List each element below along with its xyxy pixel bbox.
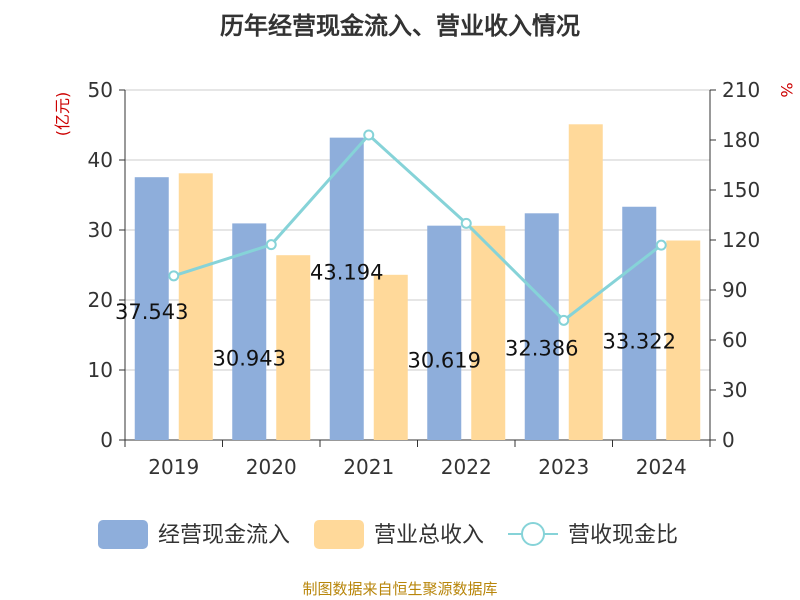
right-tick-label: 60 [722,328,747,352]
right-tick-label: 150 [722,178,760,202]
right-tick-label: 30 [722,378,747,402]
left-tick-label: 10 [88,358,113,382]
bar-cash-inflow [134,177,169,440]
legend-label: 营收现金比 [568,523,678,548]
left-tick-label: 40 [88,148,113,172]
x-tick-label: 2019 [148,455,199,479]
bar-data-label: 33.322 [603,330,676,354]
ratio-point [460,217,472,229]
bar-cash-inflow [427,225,462,440]
right-tick-label: 0 [722,428,735,452]
left-tick-label: 30 [88,218,113,242]
x-tick-label: 2022 [441,455,492,479]
bar-data-label: 37.543 [115,300,188,324]
ratio-point [168,270,180,282]
ratio-point [558,314,570,326]
x-tick-label: 2020 [246,455,297,479]
bar-cash-inflow [232,223,267,440]
bar-cash-inflow [622,206,657,440]
bar-data-label: 30.619 [408,349,481,373]
bar-data-label: 43.194 [310,261,383,285]
left-tick-label: 50 [88,78,113,102]
legend-label: 经营现金流入 [158,523,290,548]
ratio-point [265,239,277,251]
left-tick-label: 0 [100,428,113,452]
x-tick-label: 2023 [538,455,589,479]
bar-revenue [373,274,408,440]
bar-revenue [178,173,213,441]
bar-revenue [471,225,506,440]
bar-data-label: 32.386 [505,336,578,360]
left-tick-label: 20 [88,288,113,312]
x-tick-label: 2024 [636,455,687,479]
right-tick-label: 210 [722,78,760,102]
right-tick-label: 120 [722,228,760,252]
bar-cash-inflow [524,213,559,440]
bar-revenue [568,124,603,441]
bar-revenue [276,255,311,440]
legend-label: 营业总收入 [374,523,484,548]
bar-data-label: 30.943 [213,346,286,370]
ratio-point [655,239,667,251]
legend-marker [521,522,545,546]
chart-title: 历年经营现金流入、营业收入情况 [220,12,580,40]
right-tick-label: 180 [722,128,760,152]
ratio-line [173,132,663,323]
bar-cash-inflow [329,137,364,440]
source-note: 制图数据来自恒生聚源数据库 [302,580,498,598]
right-tick-label: 90 [722,278,747,302]
ratio-point [363,129,375,141]
legend-swatch [314,520,364,549]
left-axis-title: (亿元) [53,92,72,137]
x-tick-label: 2021 [343,455,394,479]
right-axis-title: % [777,82,796,97]
legend-swatch [98,520,148,549]
bar-revenue [666,240,701,440]
